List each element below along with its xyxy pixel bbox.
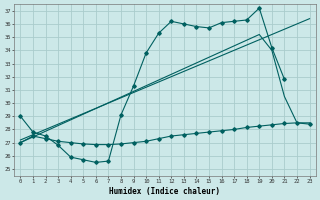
X-axis label: Humidex (Indice chaleur): Humidex (Indice chaleur) (109, 187, 220, 196)
